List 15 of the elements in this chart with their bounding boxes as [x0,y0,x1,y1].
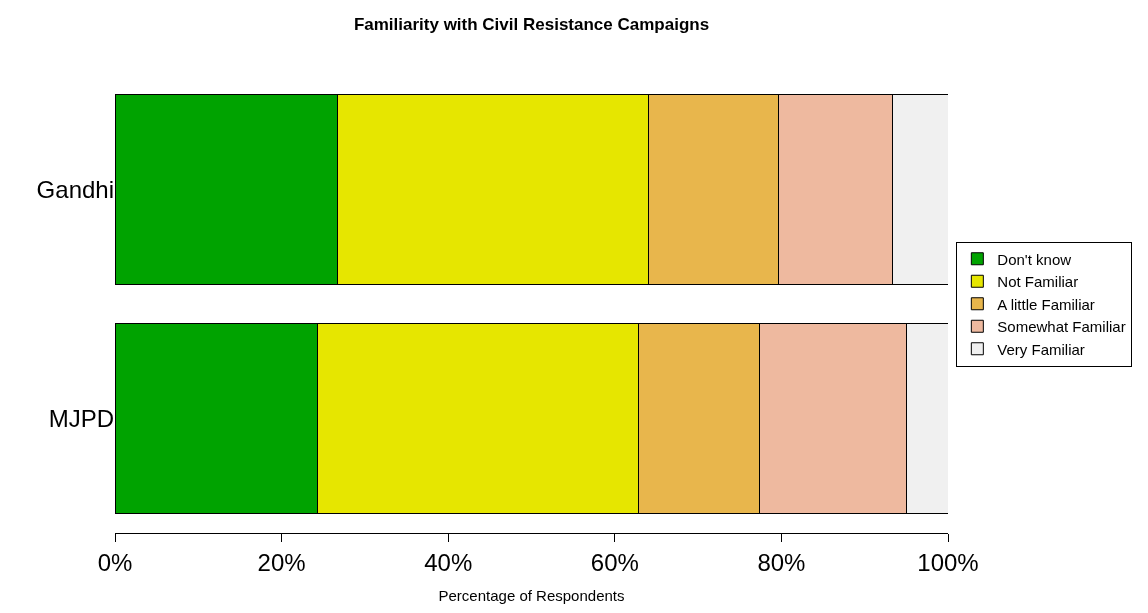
x-tick-label: 60% [590,548,639,576]
legend-label: Somewhat Familiar [997,318,1126,336]
legend-label: A little Familiar [997,295,1095,313]
x-tick-label: 20% [257,548,306,576]
chart-title: Familiarity with Civil Resistance Campaigns [353,15,710,35]
x-tick-label: 40% [424,548,473,576]
y-tick-label: MJPD [48,404,114,432]
legend-label: Don't know [997,250,1072,268]
x-tick-label: 0% [97,548,133,576]
x-tick-label: 80% [757,548,806,576]
legend-label: Very Familiar [997,340,1085,358]
x-tick-label: 100% [917,548,979,576]
legend-label: Not Familiar [997,273,1079,291]
x-axis-title: Percentage of Respondents [438,586,625,604]
y-tick-label: Gandhi [36,175,114,203]
